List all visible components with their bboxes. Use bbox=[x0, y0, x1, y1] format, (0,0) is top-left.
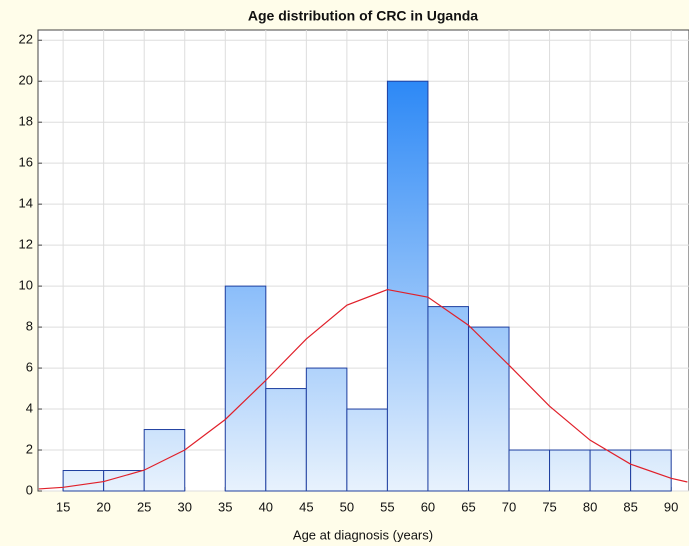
y-tick-label: 22 bbox=[19, 32, 33, 47]
x-tick-label: 50 bbox=[340, 499, 354, 514]
bar bbox=[103, 470, 145, 492]
y-tick-label: 2 bbox=[26, 441, 33, 456]
bar bbox=[224, 285, 267, 492]
x-tick-label: 90 bbox=[664, 499, 678, 514]
bar bbox=[630, 449, 672, 492]
y-tick-label: 4 bbox=[26, 400, 33, 415]
bar bbox=[427, 306, 469, 492]
x-tick-label: 80 bbox=[583, 499, 597, 514]
x-tick-label: 40 bbox=[259, 499, 273, 514]
x-tick-label: 20 bbox=[96, 499, 110, 514]
y-tick-label: 12 bbox=[19, 237, 33, 252]
y-tick-label: 10 bbox=[19, 278, 33, 293]
x-axis-label: Age at diagnosis (years) bbox=[293, 527, 433, 542]
y-tick-label: 20 bbox=[19, 73, 33, 88]
x-tick-label: 85 bbox=[623, 499, 637, 514]
x-tick-label: 75 bbox=[542, 499, 556, 514]
bar bbox=[305, 367, 348, 492]
bar bbox=[589, 449, 632, 492]
y-tick-label: 0 bbox=[26, 482, 33, 497]
fit-curve bbox=[38, 288, 688, 490]
x-tick-label: 45 bbox=[299, 499, 313, 514]
y-tick-label: 6 bbox=[26, 360, 33, 375]
x-tick-label: 65 bbox=[461, 499, 475, 514]
x-tick-label: 70 bbox=[502, 499, 516, 514]
x-tick-label: 30 bbox=[178, 499, 192, 514]
x-tick-label: 25 bbox=[137, 499, 151, 514]
y-tick-label: 18 bbox=[19, 114, 33, 129]
x-tick-label: 15 bbox=[56, 499, 70, 514]
bar bbox=[508, 449, 551, 492]
bar bbox=[265, 388, 307, 492]
bar bbox=[386, 80, 429, 492]
bar bbox=[346, 408, 388, 492]
bar bbox=[549, 449, 591, 492]
y-tick-label: 14 bbox=[19, 196, 33, 211]
x-tick-label: 35 bbox=[218, 499, 232, 514]
x-tick-label: 60 bbox=[421, 499, 435, 514]
y-tick-label: 16 bbox=[19, 155, 33, 170]
bar bbox=[62, 470, 105, 492]
y-tick-label: 8 bbox=[26, 319, 33, 334]
chart-title: Age distribution of CRC in Uganda bbox=[248, 8, 478, 24]
x-tick-label: 55 bbox=[380, 499, 394, 514]
bar bbox=[467, 326, 510, 492]
